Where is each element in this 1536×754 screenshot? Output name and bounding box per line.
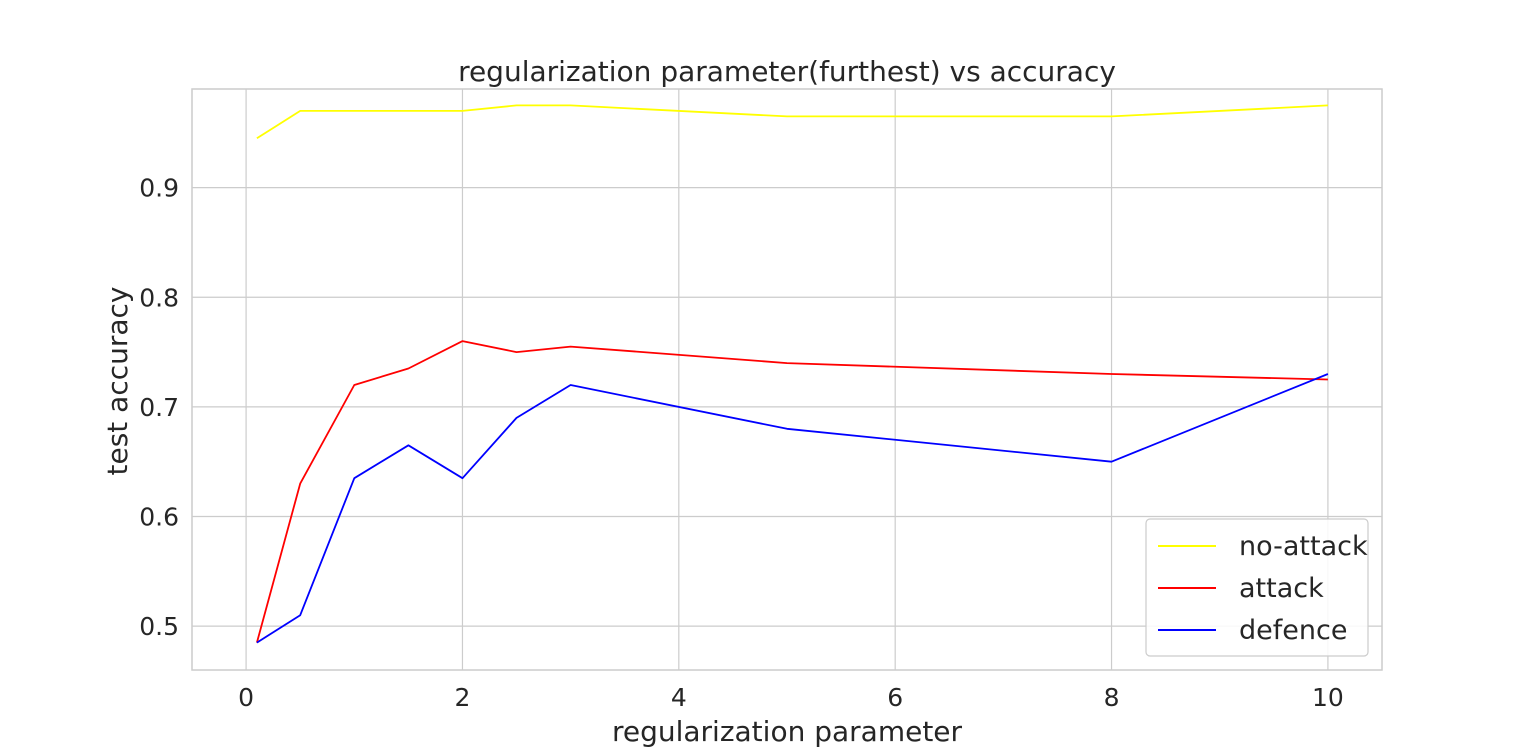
series-line-defence [256,373,1329,644]
tick-labels: 0 2 4 6 8 10 0.5 0.6 0.7 0.8 0.9 [139,174,1344,712]
x-tick-label: 10 [1312,683,1344,712]
series-lines [256,104,1329,644]
y-tick-label: 0.9 [139,174,179,203]
x-tick-label: 8 [1104,683,1120,712]
series-line-no-attack [256,104,1328,140]
x-axis-label: regularization parameter [612,715,963,748]
x-tick-label: 2 [455,683,471,712]
x-tick-label: 6 [887,683,903,712]
y-tick-label: 0.5 [139,612,179,641]
x-tick-label: 4 [671,683,687,712]
x-tick-label: 0 [238,683,254,712]
chart-title: regularization parameter(furthest) vs ac… [458,55,1116,88]
legend-label-defence: defence [1239,615,1347,646]
y-axis-label: test accuracy [101,287,134,476]
plot-frame [191,88,1383,671]
legend-box [1145,518,1369,657]
grid [192,89,1382,670]
legend: no-attack attack defence [1145,518,1369,657]
y-tick-label: 0.8 [139,283,179,312]
y-tick-label: 0.6 [139,503,179,532]
legend-label-no-attack: no-attack [1239,531,1368,562]
legend-label-attack: attack [1239,573,1324,604]
y-tick-label: 0.7 [139,393,179,422]
series-line-attack [256,340,1328,643]
